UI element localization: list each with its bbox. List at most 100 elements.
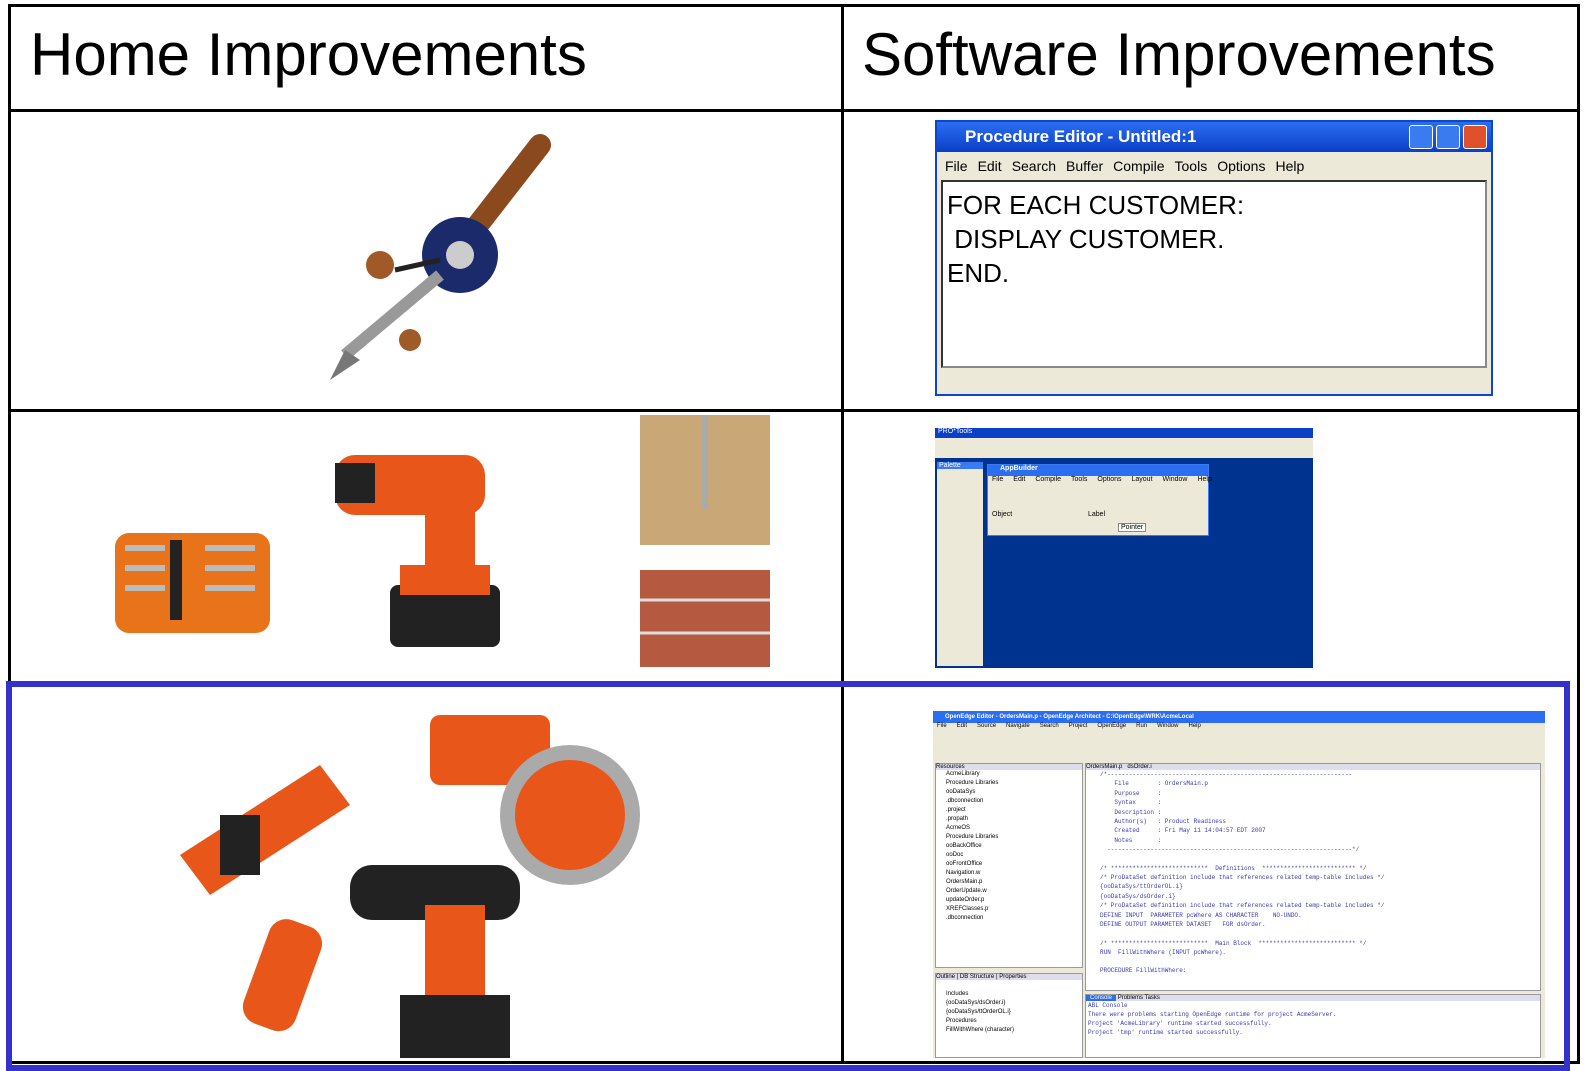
menu-bar: File Edit Compile Tools Options Layout Window H… [988, 476, 1212, 483]
row-divider [8, 109, 1580, 112]
menu-item[interactable]: Tools [1071, 476, 1088, 483]
resources-panel: Resources AcmeLibrary Procedure Libraries… [935, 763, 1083, 968]
console-panel: Console Problems Tasks ABL Console There … [1085, 994, 1541, 1058]
outline-item: {ooDataSys/dsOrder.i} [946, 1000, 1006, 1006]
menu-bar: File Edit Source Navigate Search Project OpenE… [933, 723, 1545, 733]
menu-item[interactable]: Edit [956, 723, 968, 729]
tree-item: ooDoc [946, 852, 964, 858]
tab[interactable]: Problems [1117, 995, 1144, 1001]
palette: Palette [937, 462, 983, 666]
menu-item[interactable]: Help [1275, 158, 1305, 174]
tree-item: ooDataSys [946, 789, 976, 795]
menu-item[interactable]: Run [1136, 723, 1148, 729]
code-line: {ooDataSys/dsOrder.i} [1100, 892, 1176, 900]
column-label: Label [1088, 511, 1106, 518]
column-header: Software Improvements [862, 21, 1496, 88]
procedure-editor-window: Procedure Editor - Untitled:1 File Edit Se… [935, 120, 1493, 396]
tree-item: Navigation.w [946, 870, 981, 876]
menu-item[interactable]: Help [1197, 476, 1212, 483]
tab[interactable]: Tasks [1144, 995, 1160, 1001]
code-line [1100, 855, 1540, 864]
menu-item[interactable]: OpenEdge [1097, 723, 1127, 729]
menu-item[interactable]: Search [1039, 723, 1059, 729]
menu-item[interactable]: Options [1097, 476, 1122, 483]
menu-item[interactable]: File [945, 158, 968, 174]
tree-item: Procedure Libraries [946, 834, 999, 840]
tab[interactable]: DB Structure [959, 974, 995, 980]
menu-item[interactable]: Layout [1131, 476, 1153, 483]
tab[interactable]: Properties [999, 974, 1027, 980]
console-line: ABL Console [1088, 1002, 1128, 1009]
tab[interactable]: OrdersMain.p [1086, 764, 1123, 770]
code-line: Description : [1100, 808, 1162, 816]
code-line: Author(s) : Product Readiness [1100, 818, 1227, 826]
code-line: DEFINE INPUT PARAMETER pcWhere AS CHARAC… [1100, 911, 1302, 919]
code-line: Purpose : [1100, 789, 1162, 797]
code-line: Syntax : [1100, 799, 1162, 807]
menu-item[interactable]: File [937, 723, 947, 729]
tree-item: .dbconnection [946, 798, 984, 804]
menu-item[interactable]: Buffer [1066, 158, 1104, 174]
menu-item[interactable]: Options [1217, 158, 1266, 174]
menu-item[interactable]: Edit [977, 158, 1002, 174]
outline-panel: Outline | DB Structure | Properties Incl… [935, 973, 1083, 1058]
code-line: Created : Fri May 11 14:04:57 EDT 2007 [1100, 827, 1266, 835]
menu-bar: File Edit Search Buffer Compile Tools Options H… [945, 158, 1314, 174]
minimize-button[interactable] [1409, 125, 1433, 149]
window-title: OpenEdge Editor - OrdersMain.p - OpenEdg… [933, 711, 1545, 723]
menu-item[interactable]: Window [1162, 476, 1188, 483]
maximize-button[interactable] [1436, 125, 1460, 149]
menu-item[interactable]: Project [1068, 723, 1088, 729]
code-line: /* ProDataSet definition include that re… [1100, 874, 1385, 882]
code-line: ----------------------------------------… [1100, 846, 1360, 854]
menu-item[interactable]: Help [1188, 723, 1201, 729]
code-line: DISPLAY CUSTOMER. [947, 224, 1225, 254]
tree-item: .propath [946, 816, 969, 822]
code-line: {ooDataSys/ttOrderOL.i} [1100, 883, 1183, 891]
menu-item[interactable]: Window [1157, 723, 1179, 729]
appbuilder-window: AppBuilder File Edit Compile Tools Options La… [987, 464, 1212, 536]
menu-item[interactable]: Navigate [1006, 723, 1030, 729]
menu-item[interactable]: Source [977, 723, 997, 729]
console-line: Project 'tmp' runtime started successful… [1088, 1029, 1243, 1036]
power-tool-set-image [180, 715, 640, 1058]
code-line: /* ProDataSet definition include that re… [1100, 902, 1385, 910]
window-title: AppBuilder [988, 465, 1208, 476]
editor-panel: OrdersMain.p dsOrder.i /*---------------… [1085, 763, 1541, 991]
code-line [1100, 930, 1540, 939]
tab[interactable]: dsOrder.i [1127, 764, 1152, 770]
column-header: Home Improvements [30, 21, 587, 88]
field[interactable]: Pointer [1118, 523, 1147, 532]
appbuilder-screenshot: PRO*Tools Palette AppBuilder File Edit Com… [935, 428, 1313, 668]
code-line: END. [947, 258, 1010, 288]
hand-drill-image [330, 134, 551, 380]
close-button[interactable] [1463, 125, 1487, 149]
menu-item[interactable]: Edit [1013, 476, 1026, 483]
column-label: Object [992, 511, 1013, 518]
menu-item[interactable]: Compile [1035, 476, 1062, 483]
menu-item[interactable]: Tools [1174, 158, 1208, 174]
tree-item: OrdersMain.p [946, 879, 983, 885]
menu-item[interactable]: Search [1011, 158, 1057, 174]
code-area[interactable]: FOR EACH CUSTOMER: DISPLAY CUSTOMER. END… [941, 180, 1487, 368]
window-title: Procedure Editor - Untitled:1 [965, 127, 1197, 146]
tab[interactable]: Resources [936, 764, 1082, 770]
tree-item: AcmeLibrary [946, 771, 980, 777]
menu-item[interactable]: Compile [1113, 158, 1165, 174]
tree-item: XREFClasses.p [946, 906, 989, 912]
power-drill-images [115, 415, 770, 667]
code-line: PROCEDURE FillWithWhere: [1100, 967, 1187, 975]
menu-item[interactable]: File [992, 476, 1004, 483]
outline-item: FillWithWhere (character) [946, 1027, 1015, 1033]
tree-item: Procedure Libraries [946, 780, 999, 786]
tab[interactable]: Outline [936, 974, 956, 980]
code-line: Notes : [1100, 836, 1162, 844]
title-bar: Procedure Editor - Untitled:1 [937, 122, 1491, 152]
toolbar-title: PRO*Tools [935, 428, 1313, 438]
tree-item: ooFrontOffice [946, 861, 983, 867]
toolbar [935, 438, 1313, 458]
tab[interactable]: Console [1086, 995, 1117, 1001]
openedge-screenshot: OpenEdge Editor - OrdersMain.p - OpenEdg… [933, 711, 1545, 1058]
code-line: /*--------------------------------------… [1100, 771, 1353, 778]
